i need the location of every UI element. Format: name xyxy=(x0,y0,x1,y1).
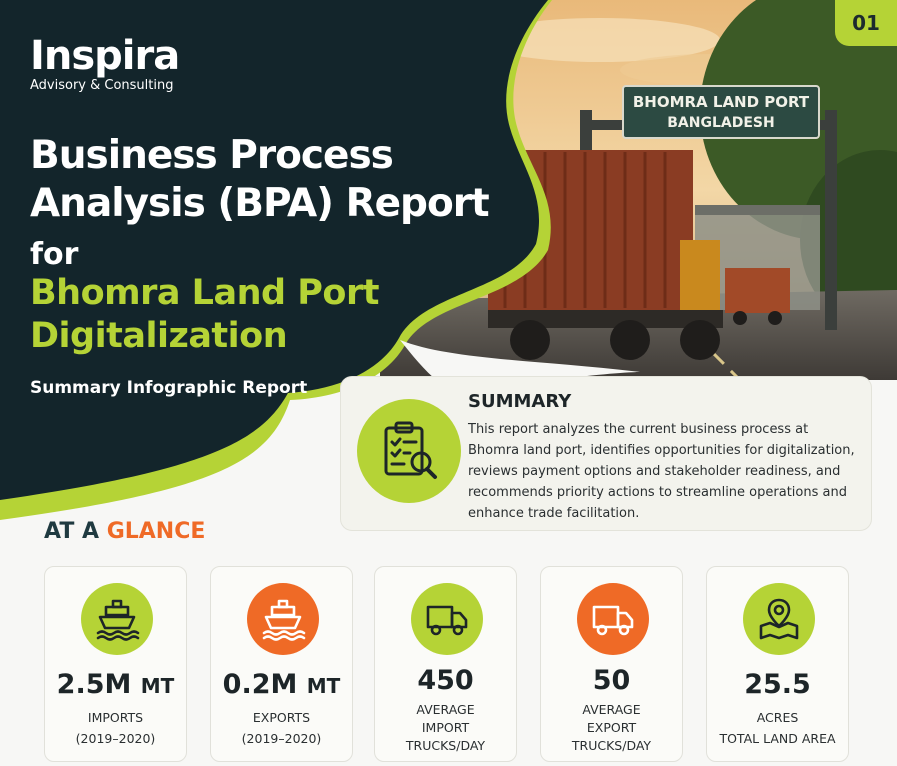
truck-icon xyxy=(411,583,483,655)
summary-heading: SUMMARY xyxy=(468,391,572,412)
inspira-logo: Inspira Advisory & Consulting xyxy=(30,33,180,93)
land-area-value: 25.5 xyxy=(744,669,811,700)
import-trucks-label-1: AVERAGE xyxy=(416,702,475,717)
import-trucks-label-2: IMPORT xyxy=(421,720,470,735)
imports-period: (2019–2020) xyxy=(75,731,156,746)
truck-icon xyxy=(577,583,649,655)
exports-value: 0.2M MT xyxy=(222,669,341,700)
glance-title-part2: GLANCE xyxy=(106,519,206,544)
stat-card-imports: 2.5M MT IMPORTS (2019–2020) xyxy=(44,566,187,762)
exports-label: EXPORTS xyxy=(252,710,311,725)
summary-box: SUMMARY This report analyzes the current… xyxy=(340,376,872,531)
stat-card-exports: 0.2M MT EXPORTS (2019–2020) xyxy=(210,566,353,762)
export-trucks-value: 50 xyxy=(592,665,631,696)
at-a-glance-heading: AT A GLANCE xyxy=(44,519,205,544)
glance-title-part1: AT A xyxy=(44,519,100,544)
export-trucks-label-1: AVERAGE xyxy=(582,702,641,717)
exports-period: (2019–2020) xyxy=(241,731,322,746)
report-title: Business Process Analysis (BPA) Report xyxy=(30,132,490,228)
title-line-1: Business Process xyxy=(30,133,394,178)
gate-sign-line1: BHOMRA LAND PORT xyxy=(633,93,810,111)
land-area-label: TOTAL LAND AREA xyxy=(719,731,836,746)
export-trucks-label-3: TRUCKS/DAY xyxy=(571,738,652,753)
imports-unit: MT xyxy=(140,674,175,698)
stat-card-export-trucks: 50 AVERAGE EXPORT TRUCKS/DAY xyxy=(540,566,683,762)
gate-sign-line2: BANGLADESH xyxy=(667,115,774,131)
title-for: for xyxy=(30,237,79,272)
title-highlight-line-2: Digitalization xyxy=(30,316,288,356)
title-highlight: Bhomra Land Port Digitalization xyxy=(30,272,379,358)
imports-value: 2.5M MT xyxy=(56,669,175,700)
import-trucks-value: 450 xyxy=(417,665,474,696)
ship-icon xyxy=(247,583,319,655)
page-number-badge: 01 xyxy=(835,0,897,46)
title-line-2: Analysis (BPA) Report xyxy=(30,181,490,226)
export-trucks-label-2: EXPORT xyxy=(586,720,637,735)
title-highlight-line-1: Bhomra Land Port xyxy=(30,273,379,313)
stat-cards: 2.5M MT IMPORTS (2019–2020) 0.2M MT EXPO… xyxy=(44,566,854,766)
map-pin-icon xyxy=(743,583,815,655)
clipboard-search-icon xyxy=(357,399,461,503)
report-subtitle: Summary Infographic Report xyxy=(30,378,308,398)
import-trucks-label-3: TRUCKS/DAY xyxy=(405,738,486,753)
logo-tagline: Advisory & Consulting xyxy=(30,78,174,93)
stat-card-import-trucks: 450 AVERAGE IMPORT TRUCKS/DAY xyxy=(374,566,517,762)
summary-body: This report analyzes the current busines… xyxy=(468,422,855,521)
logo-brand: Inspira xyxy=(30,33,180,79)
ship-icon xyxy=(81,583,153,655)
land-area-unit: ACRES xyxy=(756,710,799,725)
imports-label: IMPORTS xyxy=(87,710,144,725)
stat-card-land-area: 25.5 ACRES TOTAL LAND AREA xyxy=(706,566,849,762)
exports-unit: MT xyxy=(306,674,341,698)
